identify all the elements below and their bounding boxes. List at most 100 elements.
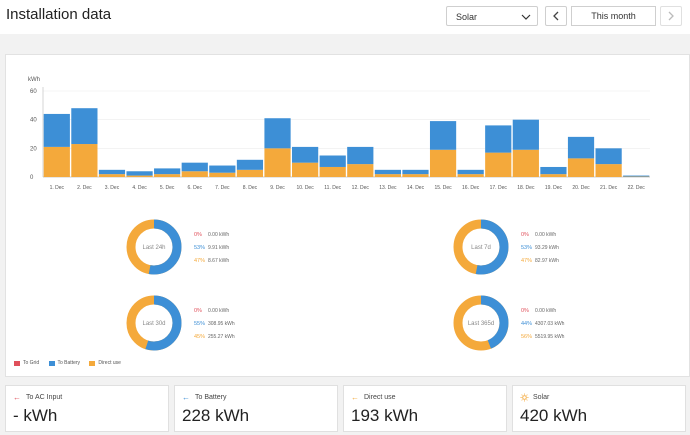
bar-segment: [429, 149, 457, 177]
x-tick-label: 14. Dec: [407, 185, 425, 191]
bar-segment: [292, 146, 319, 163]
bar-segment: [319, 155, 346, 167]
donut-battery-arc: [453, 295, 509, 351]
x-tick-label: 16. Dec: [462, 185, 480, 191]
bar-segment: [512, 149, 539, 177]
x-tick-label: 6. Dec: [188, 185, 203, 191]
bar-segment: [181, 162, 208, 172]
x-tick-label: 4. Dec: [132, 185, 147, 191]
donut-center-label: Last 24h: [142, 245, 165, 251]
bar-segment: [319, 166, 346, 177]
x-tick-label: 19. Dec: [545, 185, 563, 191]
card-value: - kWh: [13, 406, 58, 425]
card-label: Direct use: [364, 394, 396, 401]
bar-segment: [595, 164, 622, 177]
bar-segment: [623, 175, 650, 177]
period-display: This month: [571, 6, 656, 26]
bar-segment: [347, 164, 374, 177]
x-tick-label: 13. Dec: [379, 185, 397, 191]
donut-percent: 55%: [194, 321, 205, 327]
source-select-value: Solar: [456, 12, 478, 22]
x-tick-label: 3. Dec: [105, 185, 120, 191]
x-tick-label: 12. Dec: [352, 185, 370, 191]
donut-chart: Last 7d 0% 0.00 kWh 53% 93.29 kWh 47% 82.97 kW…: [453, 219, 559, 275]
donut-value: 0.00 kWh: [208, 308, 229, 314]
x-tick-label: 1. Dec: [50, 185, 65, 191]
x-tick-label: 20. Dec: [572, 185, 590, 191]
arrow-left-icon: ←: [13, 393, 21, 402]
legend-swatch-to-grid: [14, 360, 20, 366]
chevron-down-icon: [521, 14, 531, 20]
x-tick-label: 22. Dec: [628, 185, 646, 191]
bar-segment: [71, 144, 98, 177]
bar-segment: [43, 113, 70, 147]
donut-percent: 0%: [194, 232, 202, 238]
next-period-button[interactable]: [660, 6, 682, 26]
bar-segment: [126, 171, 153, 176]
arrow-left-icon: ←: [351, 393, 359, 402]
bar-segment: [374, 174, 401, 177]
donut-percent: 47%: [521, 258, 532, 264]
summary-card-to-battery: ← To Battery 228 kWh: [174, 385, 338, 432]
bar-segment: [512, 119, 539, 150]
bar-segment: [71, 108, 98, 145]
legend-swatch-direct-use: [89, 360, 96, 366]
y-tick-label: 40: [30, 118, 37, 124]
bar-segment: [264, 118, 291, 149]
x-tick-label: 8. Dec: [243, 185, 258, 191]
bar-segment: [98, 169, 126, 175]
summary-card-direct-use: ← Direct use 193 kWh: [343, 385, 507, 432]
bar-segment: [485, 152, 512, 177]
bar-segment: [402, 169, 429, 175]
donut-value: 0.00 kWh: [535, 308, 556, 314]
donut-value: 0.00 kWh: [535, 232, 556, 238]
bar-segment: [236, 169, 264, 177]
y-axis-unit-label: kWh: [28, 77, 40, 83]
card-value: 193 kWh: [351, 406, 419, 425]
legend-swatch-to-battery: [48, 360, 55, 366]
card-label: Solar: [533, 394, 550, 401]
donut-chart: Last 30d 0% 0.00 kWh 55% 308.95 kWh 45% 255.27…: [126, 295, 235, 351]
card-value: 228 kWh: [182, 406, 250, 425]
bar-segment: [402, 174, 429, 177]
donut-value: 9.91 kWh: [208, 245, 229, 251]
legend-label: To Grid: [23, 360, 40, 366]
x-tick-label: 5. Dec: [160, 185, 175, 191]
bar-segment: [347, 146, 374, 165]
x-tick-label: 11. Dec: [324, 185, 341, 191]
donut-percent: 45%: [194, 334, 205, 340]
x-tick-label: 15. Dec: [434, 185, 452, 191]
bar-segment: [209, 165, 236, 173]
donut-center-label: Last 30d: [142, 321, 165, 327]
donut-center-label: Last 7d: [471, 245, 491, 251]
bar-segment: [43, 146, 70, 177]
sun-icon: [520, 393, 529, 402]
donut-chart: Last 365d 0% 0.00 kWh 44% 4307.03 kWh 56% 5519…: [453, 295, 565, 351]
bar-segment: [154, 174, 181, 177]
x-tick-label: 9. Dec: [270, 185, 285, 191]
donut-battery-arc: [126, 219, 182, 275]
bar-segment: [292, 162, 319, 177]
bar-segment: [567, 158, 595, 177]
y-tick-label: 20: [30, 146, 37, 152]
bar-segment: [540, 166, 567, 175]
x-tick-label: 17. Dec: [490, 185, 508, 191]
source-select[interactable]: Solar: [446, 6, 538, 26]
previous-period-button[interactable]: [545, 6, 567, 26]
card-value: 420 kWh: [520, 406, 588, 425]
x-tick-label: 10. Dec: [296, 185, 314, 191]
donut-chart: Last 24h 0% 0.00 kWh 53% 9.91 kWh 47% 8.67 kWh: [126, 219, 229, 275]
donut-value: 93.29 kWh: [535, 245, 559, 251]
donut-battery-arc: [126, 295, 182, 351]
donut-percent: 56%: [521, 334, 532, 340]
bar-segment: [236, 159, 264, 170]
bar-segment: [181, 171, 208, 177]
bar-segment: [485, 125, 512, 153]
donut-center-label: Last 365d: [468, 321, 494, 327]
donut-value: 255.27 kWh: [208, 334, 235, 340]
chevron-left-icon: [553, 11, 559, 21]
bar-segment: [540, 174, 567, 177]
x-tick-label: 21. Dec: [600, 185, 618, 191]
bar-segment: [98, 174, 126, 177]
